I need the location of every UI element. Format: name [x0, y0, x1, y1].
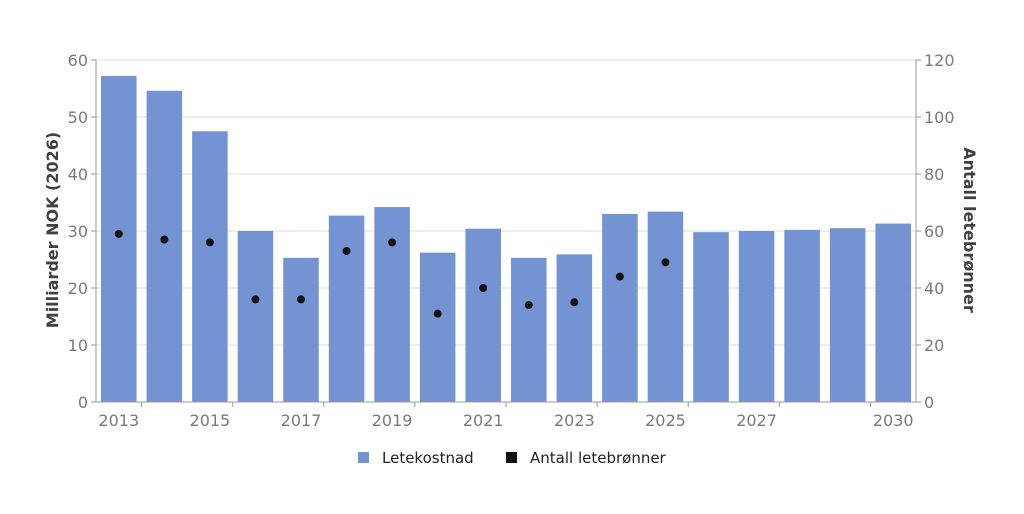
point-2016: [251, 295, 260, 304]
y-axis-title: Milliarder NOK (2026): [43, 132, 62, 328]
y-tick-label: 20: [68, 279, 88, 298]
point-2025: [661, 258, 670, 267]
point-2022: [524, 301, 533, 310]
bar-2027: [738, 231, 775, 402]
point-2015: [205, 238, 214, 247]
point-2020: [433, 309, 442, 318]
right-axis-ticks: 0 20 40 60 80 100 120: [916, 51, 955, 412]
bar-2030: [875, 223, 911, 402]
y2-tick-label: 40: [924, 279, 944, 298]
y-tick-label: 30: [68, 222, 88, 241]
y-tick-label: 10: [68, 336, 88, 355]
x-tick-label: 2025: [645, 411, 686, 430]
x-tick-label: 2013: [98, 411, 139, 430]
bar-2024: [602, 213, 638, 402]
legend-label-letekostnad: Letekostnad: [382, 449, 474, 467]
y2-tick-label: 80: [924, 165, 944, 184]
bar-2025: [647, 211, 684, 402]
x-tick-label: 2015: [190, 411, 231, 430]
scatter-series: [114, 229, 670, 318]
point-2017: [297, 295, 305, 304]
bar-series: [101, 75, 911, 403]
gridlines: [96, 59, 916, 346]
x-tick-label: 2030: [873, 411, 914, 430]
y-tick-label: 60: [68, 51, 88, 70]
legend-swatch-letekostnad: [358, 452, 369, 463]
y2-tick-label: 60: [924, 222, 944, 241]
bar-2014: [146, 90, 183, 402]
y2-tick-label: 120: [924, 51, 955, 70]
bar-2017: [283, 257, 319, 402]
point-2014: [160, 235, 169, 244]
legend-swatch-antall-letebronner: [506, 452, 517, 463]
bar-2019: [374, 207, 410, 402]
point-2018: [342, 246, 351, 255]
bar-2022: [511, 257, 547, 402]
point-2019: [388, 238, 397, 247]
y2-tick-label: 100: [924, 108, 955, 127]
x-tick-label: 2023: [554, 411, 595, 430]
legend-label-antall-letebronner: Antall letebrønner: [530, 449, 667, 467]
y2-axis-title: Antall letebrønner: [960, 147, 979, 313]
point-2021: [479, 284, 488, 292]
x-tick-label: 2017: [281, 411, 322, 430]
y2-tick-label: 0: [924, 393, 934, 412]
legend: Letekostnad Antall letebrønner: [358, 449, 667, 467]
x-tick-label: 2019: [372, 411, 413, 430]
bar-2021: [465, 228, 501, 402]
bar-2020: [419, 252, 456, 402]
bar-2018: [328, 215, 365, 402]
y2-tick-label: 20: [924, 336, 944, 355]
point-2023: [570, 298, 579, 307]
x-axis-ticks: 2013 2015 2017 2019 2021 2023 2025 2027 2030: [98, 402, 914, 430]
left-axis-ticks: 0 10 20 30 40 50 60: [68, 51, 96, 412]
bar-2016: [237, 231, 274, 402]
x-tick-label: 2027: [736, 411, 777, 430]
bar-2026: [693, 232, 729, 402]
bar-2023: [556, 254, 593, 402]
point-2024: [615, 272, 624, 281]
bar-2029: [829, 228, 866, 402]
bar-2013: [101, 75, 137, 403]
x-tick-label: 2021: [463, 411, 504, 430]
y-tick-label: 40: [68, 165, 88, 184]
bar-2015: [192, 131, 228, 402]
y-tick-label: 50: [68, 108, 88, 127]
y-tick-label: 0: [78, 393, 88, 412]
point-2013: [114, 229, 123, 238]
bar-2028: [784, 229, 820, 402]
